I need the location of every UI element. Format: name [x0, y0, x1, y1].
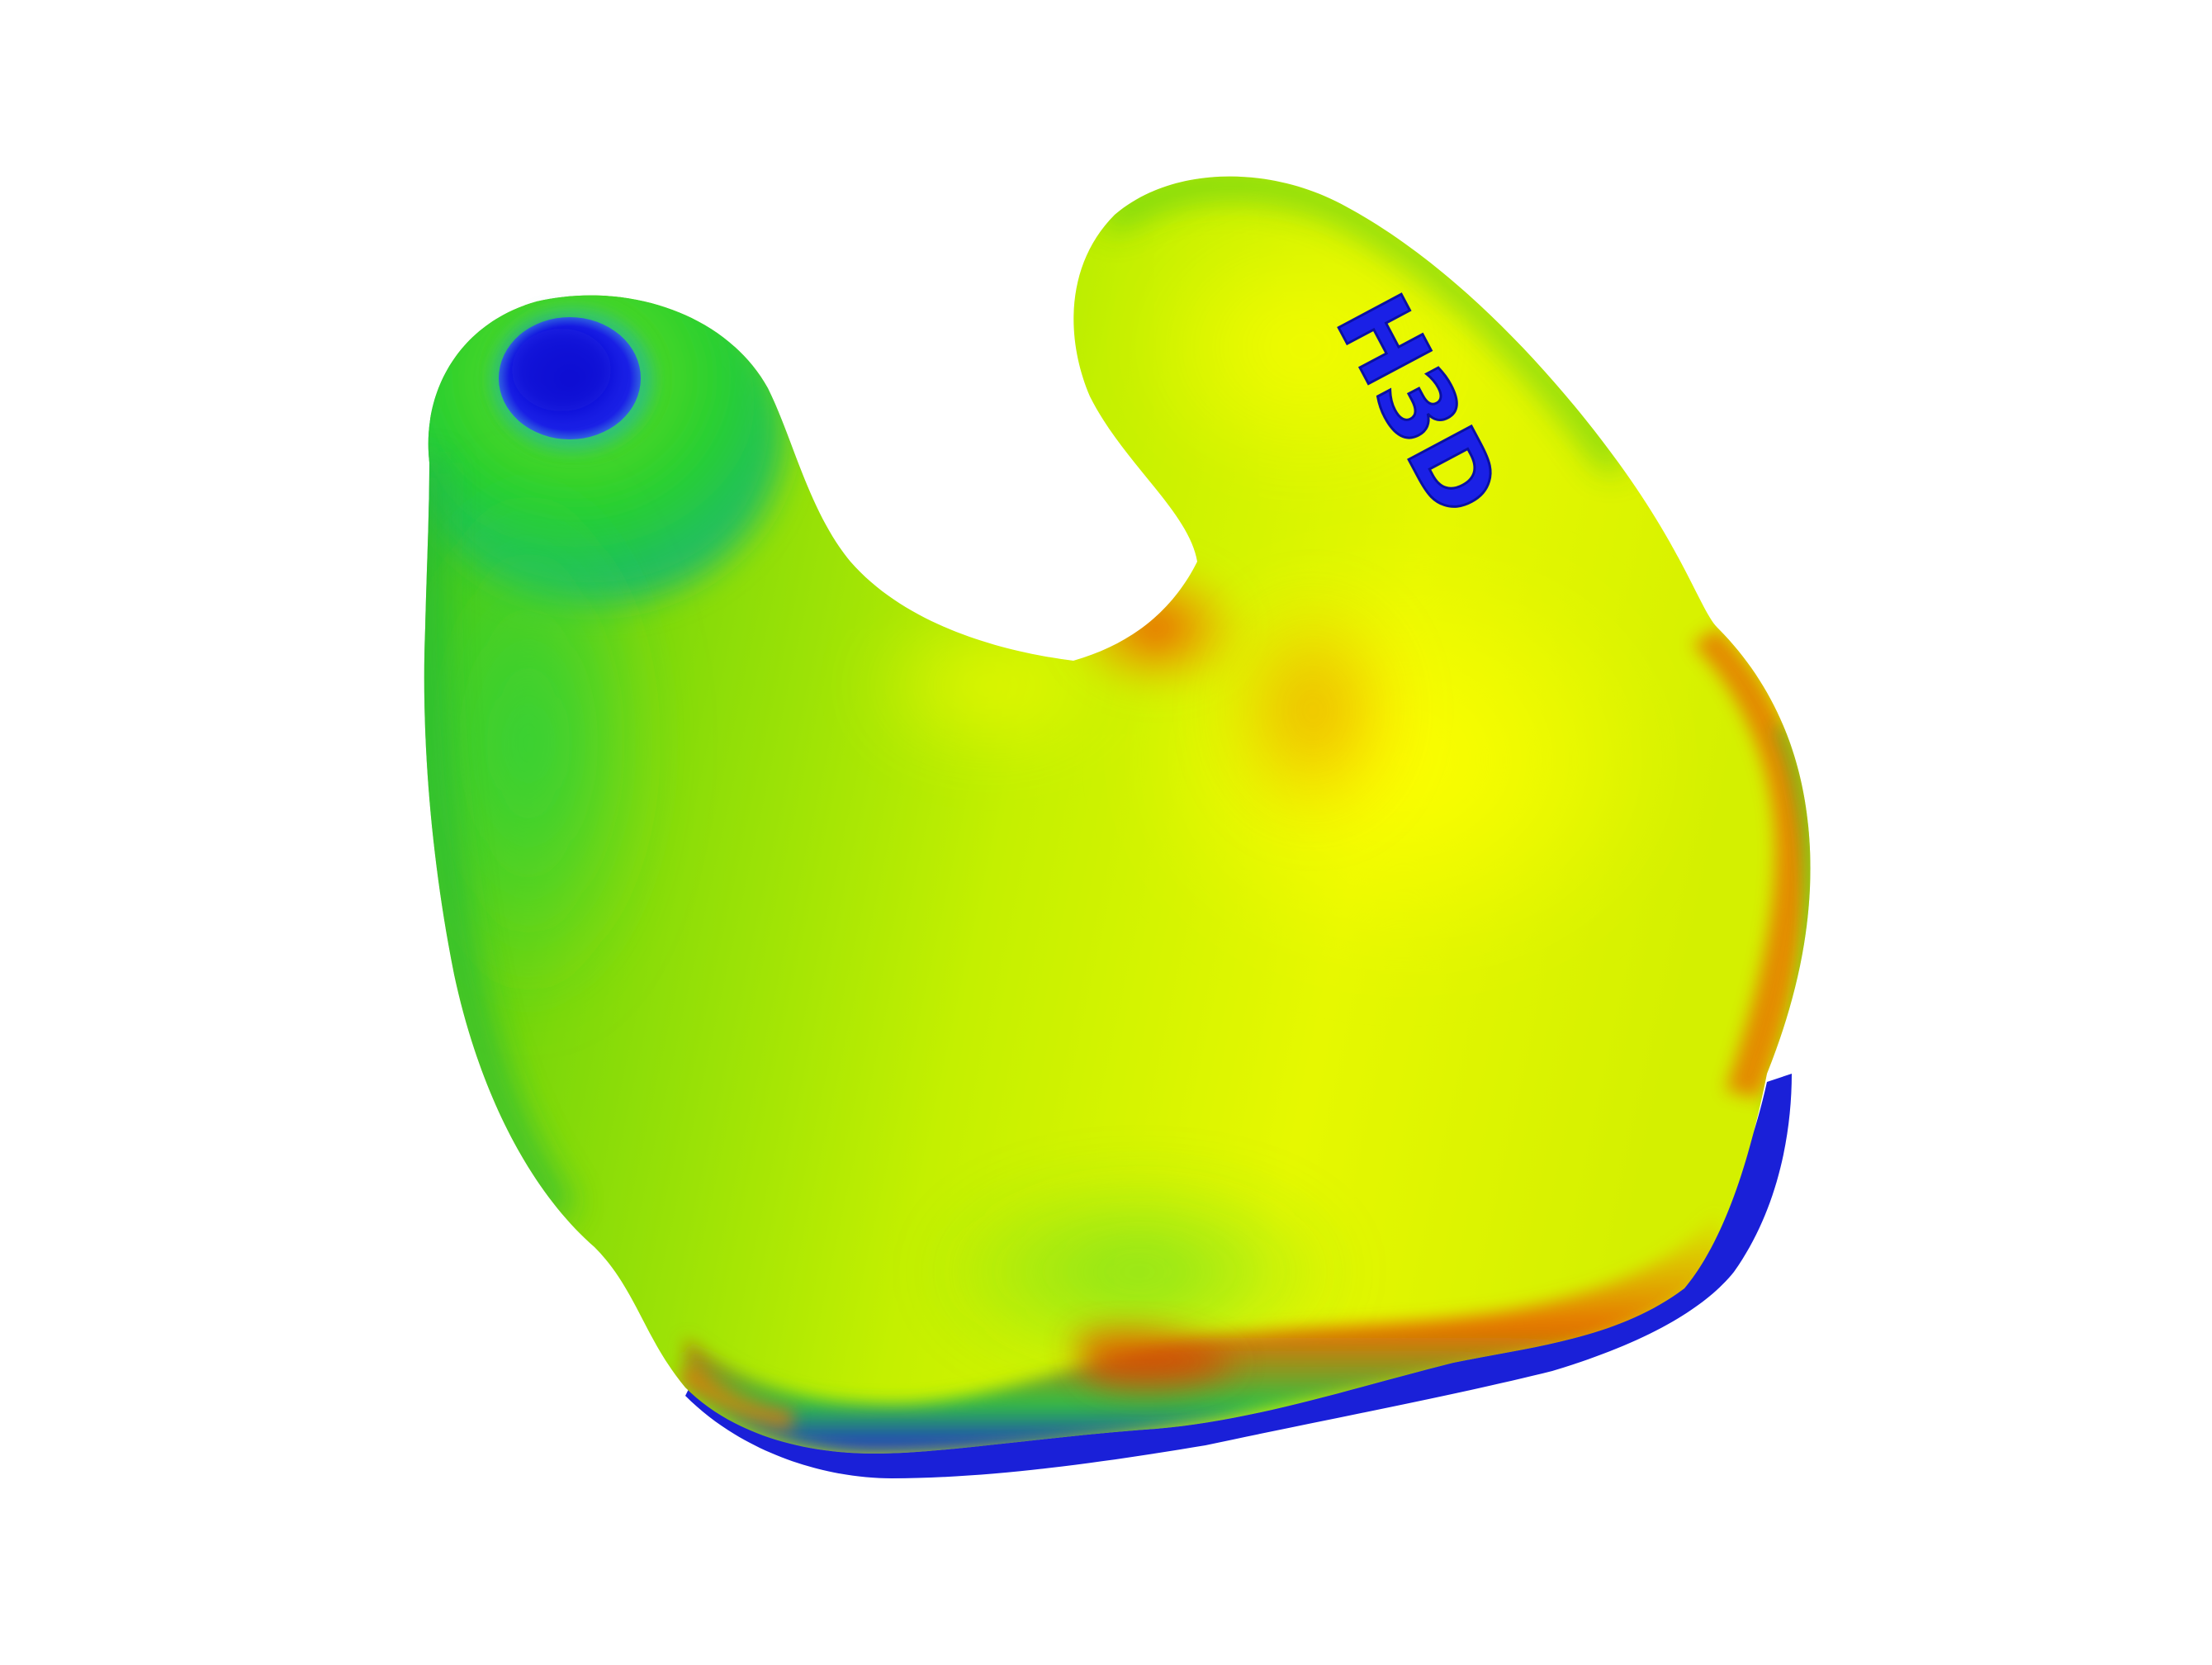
bottom-rim	[685, 1074, 1792, 1478]
earmold-body	[424, 176, 1811, 1454]
canal-opening	[491, 309, 653, 451]
